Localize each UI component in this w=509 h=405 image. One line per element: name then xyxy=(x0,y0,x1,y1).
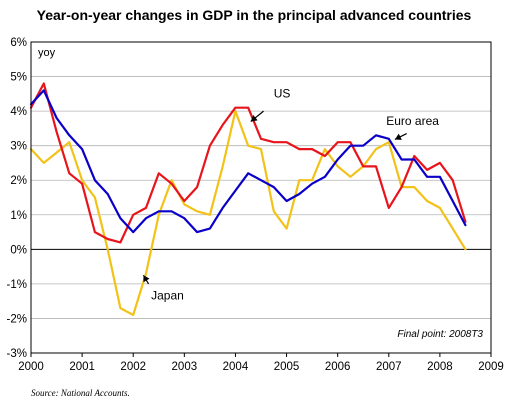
y-tick-label: 0% xyxy=(10,244,27,256)
y-tick-label: 6% xyxy=(10,37,27,49)
gridlines xyxy=(31,76,491,319)
x-tick-label: 2003 xyxy=(172,361,198,373)
series-lines xyxy=(29,82,467,317)
y-tick-label: 1% xyxy=(10,210,27,222)
annotation-arrowhead-us xyxy=(250,114,258,122)
x-tick-label: 2008 xyxy=(427,361,453,373)
x-tick-label: 2006 xyxy=(325,361,351,373)
final-point-note: Final point: 2008T3 xyxy=(397,329,483,340)
source-note: Source: National Accounts. xyxy=(31,388,130,398)
x-tick-label: 2009 xyxy=(478,361,504,373)
y-axis: -3% -2% -1% 0% 1% 2% 3% 4% 5% 6% xyxy=(7,37,27,360)
y-tick-label: -1% xyxy=(7,279,27,291)
annotation-arrowhead-japan xyxy=(143,275,150,283)
x-tick-label: 2007 xyxy=(376,361,402,373)
annotation-label-japan: Japan xyxy=(151,288,184,302)
y-tick-label: -2% xyxy=(7,313,27,325)
annotation-label-euro-area: Euro area xyxy=(386,114,439,128)
series-line-us xyxy=(29,82,467,244)
y-tick-label: 5% xyxy=(10,72,27,84)
series-annotations: US Euro area Japan xyxy=(142,86,439,302)
y-tick-label: 2% xyxy=(10,175,27,187)
y-tick-label: 3% xyxy=(10,141,27,153)
series-line-euro-area xyxy=(29,89,467,234)
x-axis: 2000 2001 2002 2003 2004 2005 2006 2007 2008 2009 xyxy=(18,353,504,373)
chart-title: Year-on-year changes in GDP in the princ… xyxy=(37,7,472,23)
annotation-label-us: US xyxy=(274,86,291,100)
x-tick-label: 2004 xyxy=(223,361,249,373)
x-tick-label: 2000 xyxy=(18,361,44,373)
y-tick-label: -3% xyxy=(7,348,27,360)
series-line-japan xyxy=(29,109,467,317)
x-tick-label: 2001 xyxy=(69,361,95,373)
x-tick-label: 2005 xyxy=(274,361,300,373)
x-tick-label: 2002 xyxy=(120,361,146,373)
y-axis-unit-label: yoy xyxy=(38,47,56,59)
y-tick-label: 4% xyxy=(10,106,27,118)
annotation-arrowhead-euro-area xyxy=(394,133,402,140)
plot-area-frame xyxy=(30,41,492,354)
